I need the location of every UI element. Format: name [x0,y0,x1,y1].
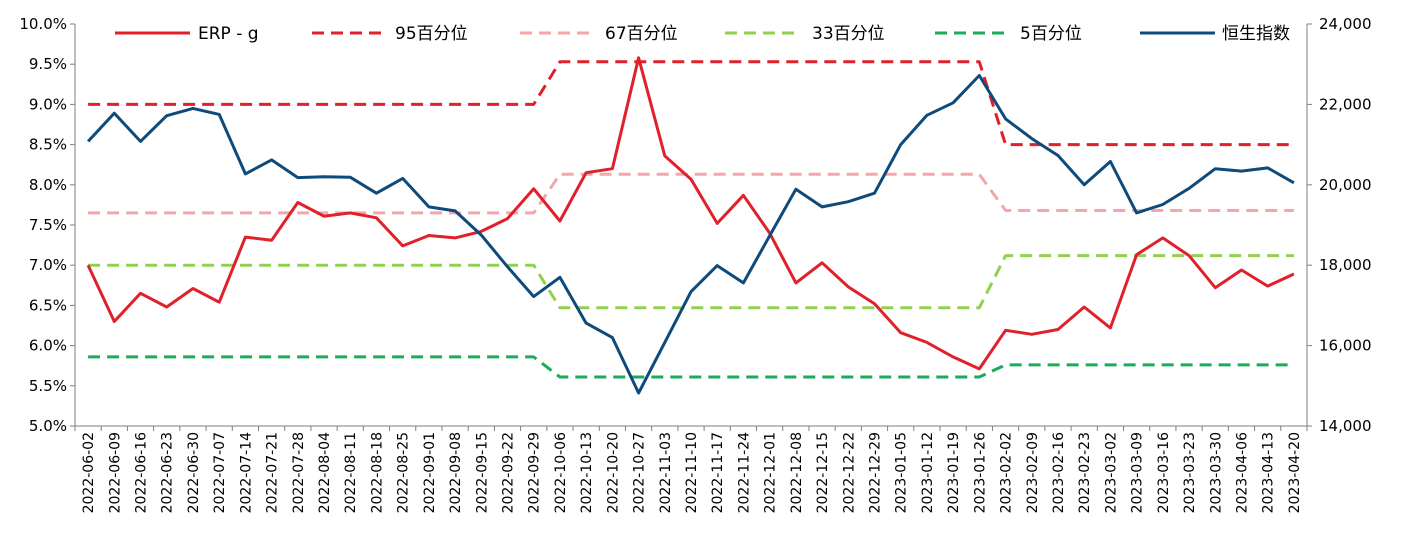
legend-label: 95百分位 [395,24,468,44]
axes-layer: 5.0% 5.5% 6.0% 6.5% 7.0% 7.5% 8.0% 8.5% 9.0% 9.5%… [19,15,1371,513]
x-tick-label: 2022-12-22 [841,432,857,513]
legend: ERP - g 95百分位 67百分位 33百分位 5百分位 恒生指数 [115,24,1290,44]
series-line [88,254,1294,310]
x-tick-label: 2022-11-03 [658,432,674,513]
x-tick-label: 2023-03-16 [1156,432,1172,513]
x-tick-label: 2022-11-24 [736,432,752,513]
series-line [88,60,1294,147]
y-left-tick-label: 5.5% [29,377,67,395]
x-tick-label: 2022-09-22 [501,432,517,513]
x-tick-label: 2022-11-10 [684,432,700,513]
x-tick-label: 2023-03-09 [1130,432,1146,513]
y-left-tick-label: 10.0% [19,15,67,33]
series-line [88,355,1294,379]
x-tick-label: 2022-10-13 [579,432,595,513]
x-tick-label: 2023-02-09 [1025,432,1041,513]
x-tick-label: 2022-06-16 [134,432,150,513]
x-tick-label: 2022-09-01 [422,432,438,513]
y-left-tick-label: 8.0% [29,176,67,194]
x-tick-label: 2022-12-08 [789,432,805,513]
legend-label: ERP - g [198,24,259,44]
x-tick-label: 2022-07-14 [238,432,254,513]
y-left-tick-label: 7.5% [29,216,67,234]
x-tick-label: 2023-03-23 [1182,432,1198,513]
y-right-tick-label: 24,000 [1319,15,1372,33]
x-tick-label: 2023-01-26 [972,432,988,513]
x-tick-label: 2022-09-08 [448,432,464,513]
y-right-tick-label: 20,000 [1319,176,1372,194]
x-tick-label: 2023-02-23 [1077,432,1093,513]
x-tick-label: 2022-07-28 [291,432,307,513]
y-right-tick-label: 22,000 [1319,95,1372,113]
x-tick-label: 2023-04-20 [1287,432,1303,513]
x-tick-label: 2022-06-30 [186,432,202,513]
legend-label: 33百分位 [812,24,885,44]
x-tick-label: 2023-04-13 [1261,432,1277,513]
legend-label: 5百分位 [1020,24,1082,44]
x-tick-label: 2023-02-02 [999,432,1015,513]
y-left-tick-label: 6.0% [29,337,67,355]
x-tick-label: 2022-10-27 [632,432,648,513]
x-tick-label: 2022-10-20 [605,432,621,513]
x-tick-label: 2022-11-17 [710,432,726,513]
x-tick-label: 2023-01-05 [894,432,910,513]
x-tick-label: 2023-02-16 [1051,432,1067,513]
x-tick-label: 2022-12-29 [867,432,883,513]
y-left-tick-label: 8.5% [29,136,67,154]
x-tick-label: 2022-09-29 [527,432,543,513]
x-tick-label: 2023-03-02 [1103,432,1119,513]
plot-layer [86,56,1295,395]
series-line [87,74,1295,395]
x-tick-label: 2022-06-23 [160,432,176,513]
x-tick-label: 2023-03-30 [1208,432,1224,513]
x-tick-label: 2023-01-19 [946,432,962,513]
x-tick-label: 2022-12-01 [763,432,779,513]
legend-label: 67百分位 [605,24,678,44]
x-tick-label: 2022-08-11 [343,432,359,513]
x-tick-label: 2022-12-15 [815,432,831,513]
x-tick-label: 2022-08-25 [396,432,412,513]
x-tick-label: 2023-01-12 [920,432,936,513]
y-left-tick-label: 7.0% [29,256,67,274]
y-left-tick-label: 6.5% [29,296,67,314]
y-left-tick-label: 9.0% [29,95,67,113]
y-left-tick-label: 9.5% [29,55,67,73]
x-tick-label: 2022-07-07 [212,432,228,513]
x-tick-label: 2022-06-09 [107,432,123,513]
x-tick-label: 2022-06-02 [81,432,97,513]
y-right-tick-label: 16,000 [1319,337,1372,355]
legend-label: 恒生指数 [1222,24,1290,44]
x-tick-label: 2022-07-21 [265,432,281,513]
x-tick-label: 2022-10-06 [553,432,569,513]
x-tick-label: 2022-08-04 [317,432,333,513]
x-tick-label: 2022-09-15 [474,432,490,513]
x-tick-label: 2023-04-06 [1234,432,1250,513]
y-left-tick-label: 5.0% [29,417,67,435]
y-right-tick-label: 18,000 [1319,256,1372,274]
series-line [86,56,1295,371]
y-right-tick-label: 14,000 [1319,417,1372,435]
x-tick-label: 2022-08-18 [369,432,385,513]
